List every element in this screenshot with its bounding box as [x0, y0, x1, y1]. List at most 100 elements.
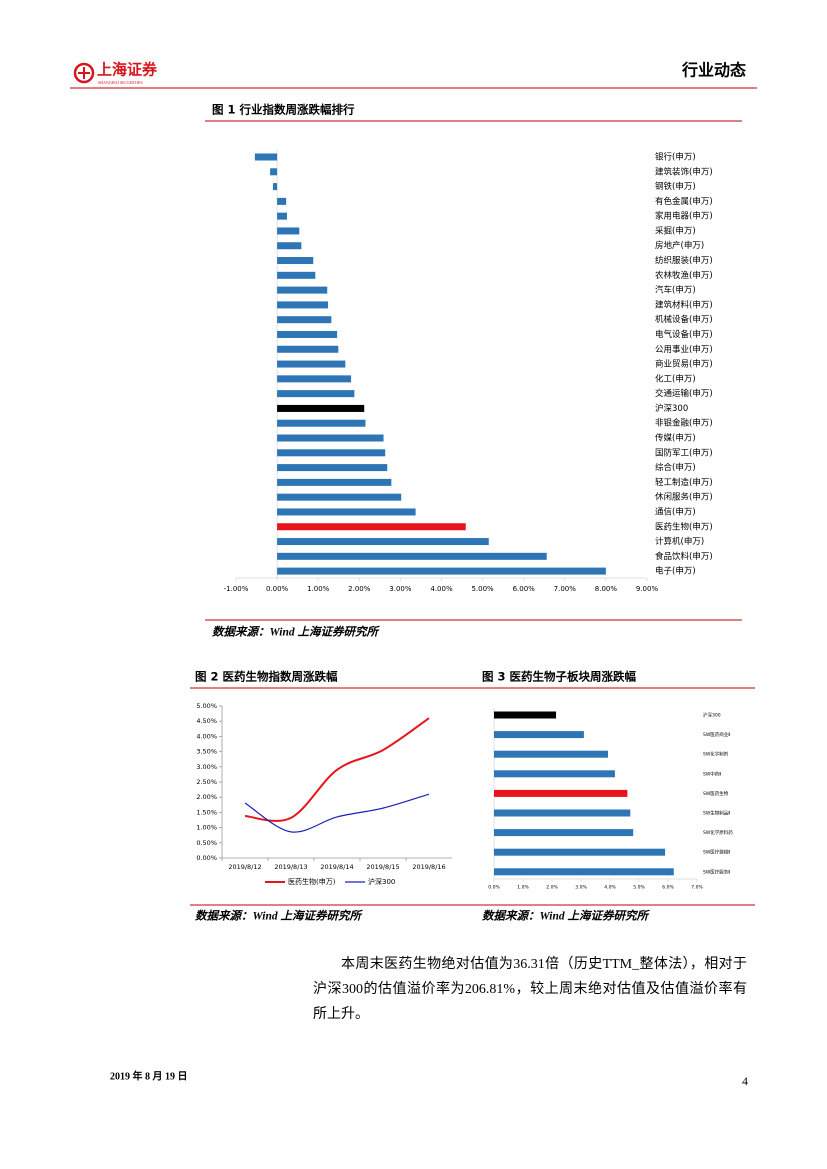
category-label: 汽车(申万)	[655, 285, 696, 296]
figure-source: 数据来源：Wind 上海证券研究所	[212, 625, 381, 639]
bar	[277, 197, 287, 205]
category-label: SW生物制品Ⅱ	[703, 810, 731, 817]
category-label: 计算机(申万)	[655, 536, 704, 547]
category-label: 银行(申万)	[655, 152, 696, 163]
bar	[277, 242, 302, 250]
x-tick-label: 9.00%	[636, 585, 659, 593]
bar	[277, 345, 339, 353]
bar	[494, 711, 557, 719]
bar	[494, 829, 634, 837]
bar	[277, 227, 300, 235]
y-tick-label: 0.00%	[196, 854, 217, 862]
category-label: 公用事业(申万)	[655, 344, 713, 355]
bar	[277, 493, 402, 501]
figure-source: 数据来源：Wind 上海证券研究所	[482, 909, 651, 923]
category-label: 食品饮料(申万)	[655, 551, 713, 562]
category-label: 休闲服务(申万)	[655, 492, 713, 503]
category-label: 沪深300	[655, 403, 688, 414]
bar	[277, 316, 332, 324]
category-label: 采掘(申万)	[655, 225, 696, 236]
y-tick-label: 1.00%	[196, 824, 217, 832]
x-tick-label: -1.00%	[224, 585, 249, 593]
category-label: 商业贸易(申万)	[655, 359, 713, 370]
figure-title: 图 1 行业指数周涨跌幅排行	[212, 103, 355, 117]
line-series	[244, 717, 430, 822]
x-tick-label: 5.00%	[471, 585, 494, 593]
bar	[277, 330, 338, 338]
x-tick-label: 0.0%	[488, 885, 500, 891]
bar	[494, 731, 584, 739]
x-tick-label: 5.0%	[633, 885, 645, 891]
x-tick-label: 8.00%	[595, 585, 618, 593]
bar	[277, 286, 328, 294]
bar	[254, 153, 278, 161]
category-label: 建筑材料(申万)	[655, 299, 713, 310]
bar	[277, 271, 316, 279]
bar	[277, 552, 547, 560]
category-label: SW化学原料药	[703, 829, 733, 836]
bar	[277, 360, 346, 368]
category-label: SW医疗器械Ⅱ	[703, 849, 731, 856]
bar	[277, 404, 365, 412]
x-tick-label: 0.00%	[266, 585, 289, 593]
category-label: 房地产(申万)	[655, 240, 704, 251]
category-label: 钢铁(申万)	[655, 181, 696, 192]
y-tick-label: 4.00%	[196, 732, 217, 740]
bar	[494, 868, 674, 876]
x-tick-label: 2.00%	[348, 585, 371, 593]
category-label: SW化学制剂	[703, 751, 729, 758]
category-label: 农林牧渔(申万)	[655, 270, 713, 281]
x-tick-label: 2.0%	[546, 885, 558, 891]
y-tick-label: 2.00%	[196, 793, 217, 801]
figure-source: 数据来源：Wind 上海证券研究所	[195, 909, 364, 923]
category-label: 纺织服装(申万)	[655, 255, 713, 266]
category-label: 电气设备(申万)	[655, 329, 713, 340]
x-tick-label: 7.00%	[554, 585, 577, 593]
bar	[277, 257, 314, 265]
section-label: 行业动态	[681, 61, 746, 80]
category-label: SW医疗服务Ⅱ	[703, 868, 731, 875]
figure-title: 图 2 医药生物指数周涨跌幅	[195, 670, 338, 684]
y-tick-label: 1.50%	[196, 808, 217, 816]
bar	[277, 478, 392, 486]
bar	[277, 464, 388, 472]
legend-label: 沪深300	[368, 877, 395, 886]
bar	[277, 375, 352, 383]
category-label: 家用电器(申万)	[655, 211, 713, 222]
footer-date: 2019 年 8 月 19 日	[110, 1069, 188, 1082]
logo-icon-mark	[78, 67, 90, 79]
y-tick-label: 2.50%	[196, 778, 217, 786]
x-tick-label: 2019/8/16	[412, 863, 445, 871]
category-label: 通信(申万)	[655, 506, 696, 517]
bar	[494, 770, 615, 778]
bar	[277, 508, 416, 516]
x-tick-label: 7.0%	[691, 885, 703, 891]
category-label: 有色金属(申万)	[655, 196, 713, 207]
bar	[494, 809, 631, 817]
category-label: 交通运输(申万)	[655, 388, 713, 399]
category-label: 传媒(申万)	[655, 433, 696, 444]
logo-icon	[73, 62, 95, 84]
category-label: 综合(申万)	[655, 462, 696, 473]
figure-title: 图 3 医药生物子板块周涨跌幅	[482, 670, 637, 684]
x-tick-label: 6.00%	[513, 585, 536, 593]
y-tick-label: 3.50%	[196, 748, 217, 756]
y-tick-label: 5.00%	[196, 702, 217, 710]
y-tick-label: 4.50%	[196, 717, 217, 725]
y-tick-label: 0.50%	[196, 839, 217, 847]
bar	[494, 750, 608, 758]
bar	[494, 848, 666, 856]
x-tick-label: 2019/8/13	[274, 863, 307, 871]
bar	[270, 168, 278, 176]
category-label: 化工(申万)	[655, 373, 696, 384]
x-tick-label: 4.0%	[604, 885, 616, 891]
bar	[277, 523, 466, 531]
x-tick-label: 6.0%	[662, 885, 674, 891]
x-tick-label: 1.00%	[307, 585, 330, 593]
y-tick-label: 3.00%	[196, 763, 217, 771]
x-tick-label: 4.00%	[430, 585, 453, 593]
bar	[494, 789, 628, 797]
x-tick-label: 1.0%	[517, 885, 529, 891]
